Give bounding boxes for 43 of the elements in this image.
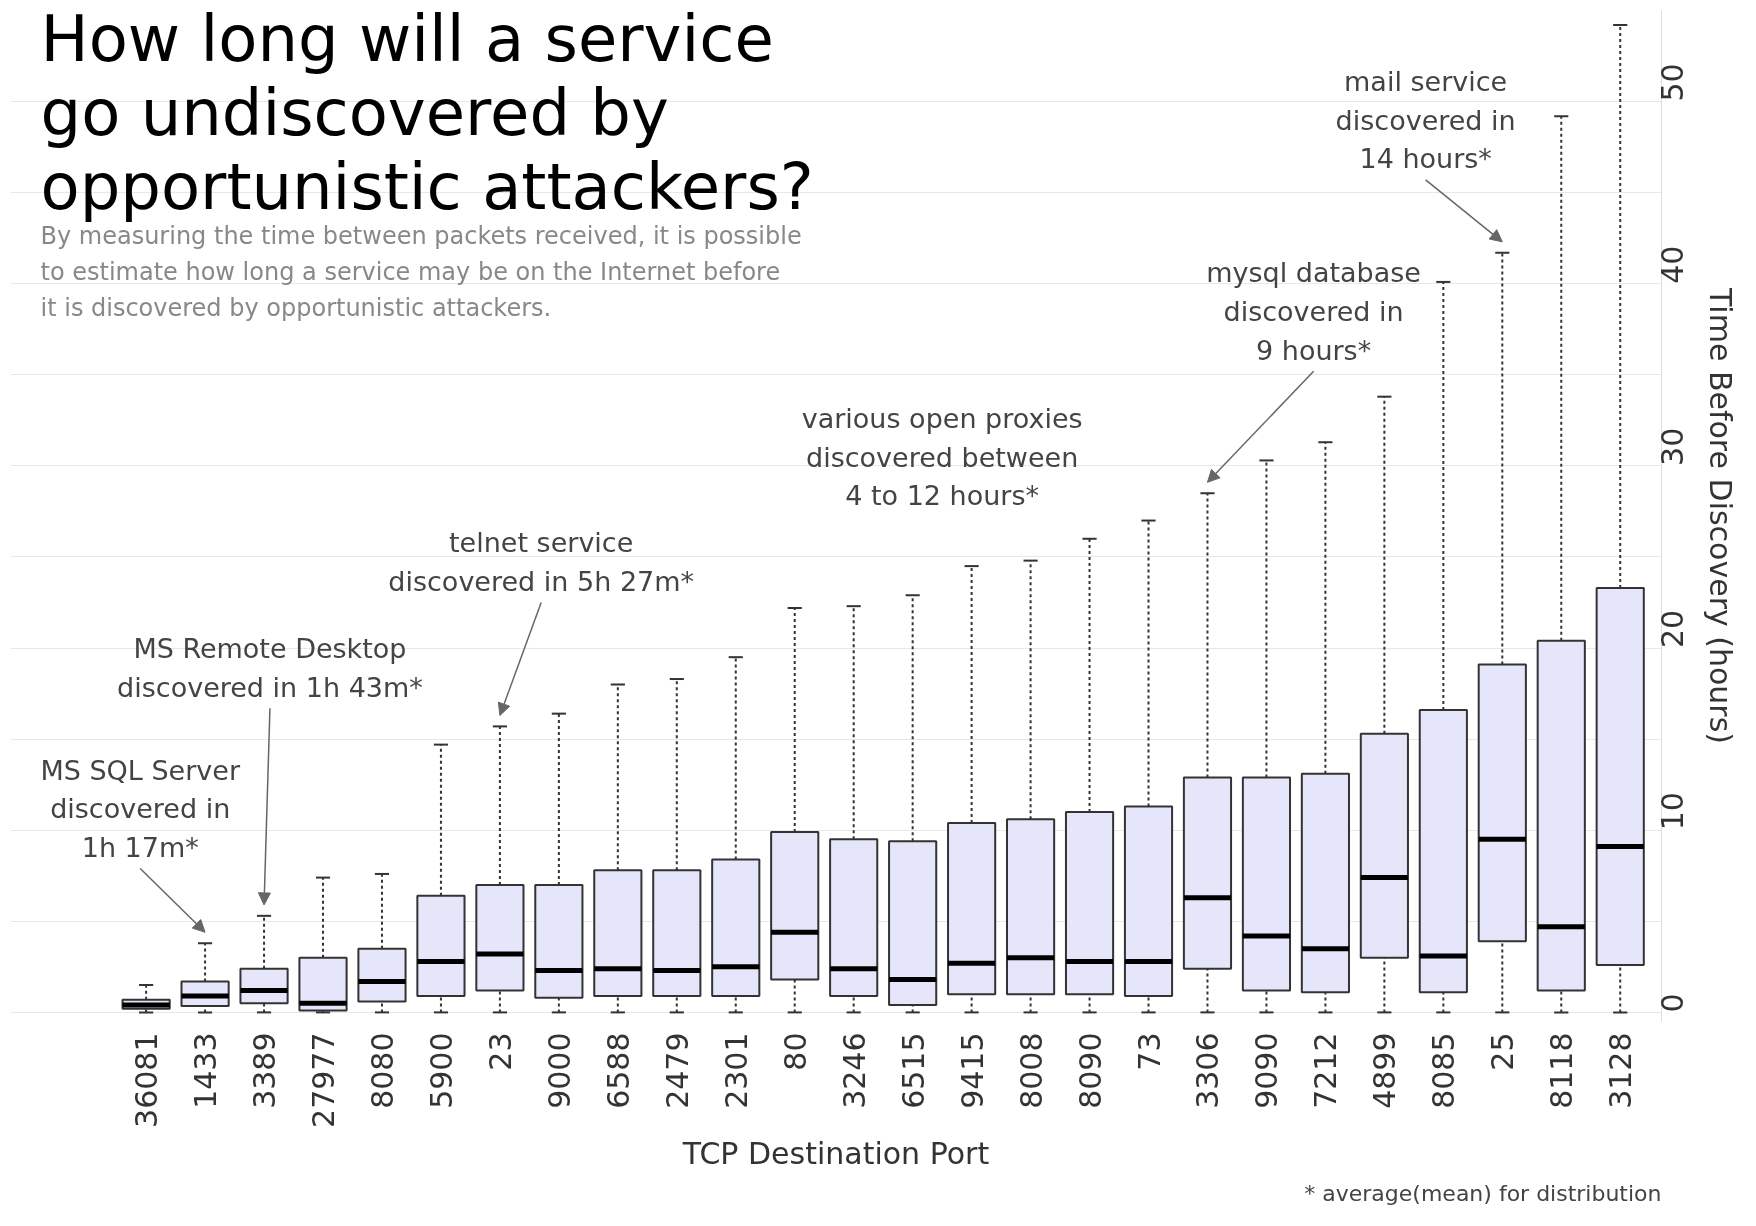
x-tick-label: 7212 [1308,1032,1344,1109]
text: By measuring the time between packets received, it is possible to estimate how long a service may be on the Internet before it is discovered by opportunistic attackers. [40,221,802,323]
annotation: telnet service discovered in 5h 27m* [388,527,695,598]
x-tick-label: 3389 [247,1032,283,1109]
x-tick-label: 6515 [895,1032,931,1109]
x-tick-label: 25 [1485,1032,1521,1071]
y-tick-label: 40 [1655,245,1691,284]
x-tick-label: 6588 [600,1032,636,1109]
x-tick-label: 23 [482,1032,518,1071]
x-tick-label: 5900 [423,1032,459,1109]
x-tick-label: 8080 [364,1032,400,1109]
x-tick-label: 1433 [188,1032,224,1109]
y-tick-label: 10 [1655,792,1691,831]
x-tick-label: 8090 [1072,1032,1108,1109]
x-tick-label: 8008 [1013,1032,1049,1109]
annotation: mysql database discovered in 9 hours* [1206,257,1421,366]
x-tick-label: 9415 [954,1032,990,1109]
annotation: MS SQL Server discovered in 1h 17m* [40,754,241,864]
x-tick-label: 80 [777,1032,813,1071]
x-tick-label: 8118 [1544,1032,1580,1109]
x-tick-label: 9000 [541,1032,577,1109]
x-tick-label: 3306 [1190,1032,1226,1109]
x-tick-label: 8085 [1426,1032,1462,1109]
x-tick-label: 2301 [718,1032,754,1109]
y-axis-title: Time Before Discovery (hours) [1702,286,1738,745]
annotation: mail service discovered in 14 hours* [1335,65,1516,175]
x-tick-label: 27977 [306,1032,342,1128]
y-tick-label: 30 [1655,427,1691,466]
annotation: various open proxies discovered between 4 to 12 hours* [801,402,1083,512]
x-tick-label: 36081 [129,1032,165,1128]
x-tick-label: 2479 [659,1032,695,1109]
x-tick-label: 9090 [1249,1032,1285,1109]
annotation: MS Remote Desktop discovered in 1h 43m* [117,632,423,703]
x-tick-label: 73 [1131,1032,1167,1071]
x-tick-label: 4899 [1367,1032,1403,1109]
text: How long will a service go undiscovered by opportunistic attackers? [40,1,814,224]
x-tick-label: 3128 [1603,1032,1639,1109]
y-tick-label: 20 [1655,609,1691,649]
text: * average(mean) for distribution [1304,1180,1662,1206]
y-tick-label: 50 [1655,63,1691,102]
x-axis-title: TCP Destination Port [681,1135,990,1171]
y-tick-label: 0 [1655,993,1691,1013]
x-tick-label: 3246 [836,1032,872,1109]
